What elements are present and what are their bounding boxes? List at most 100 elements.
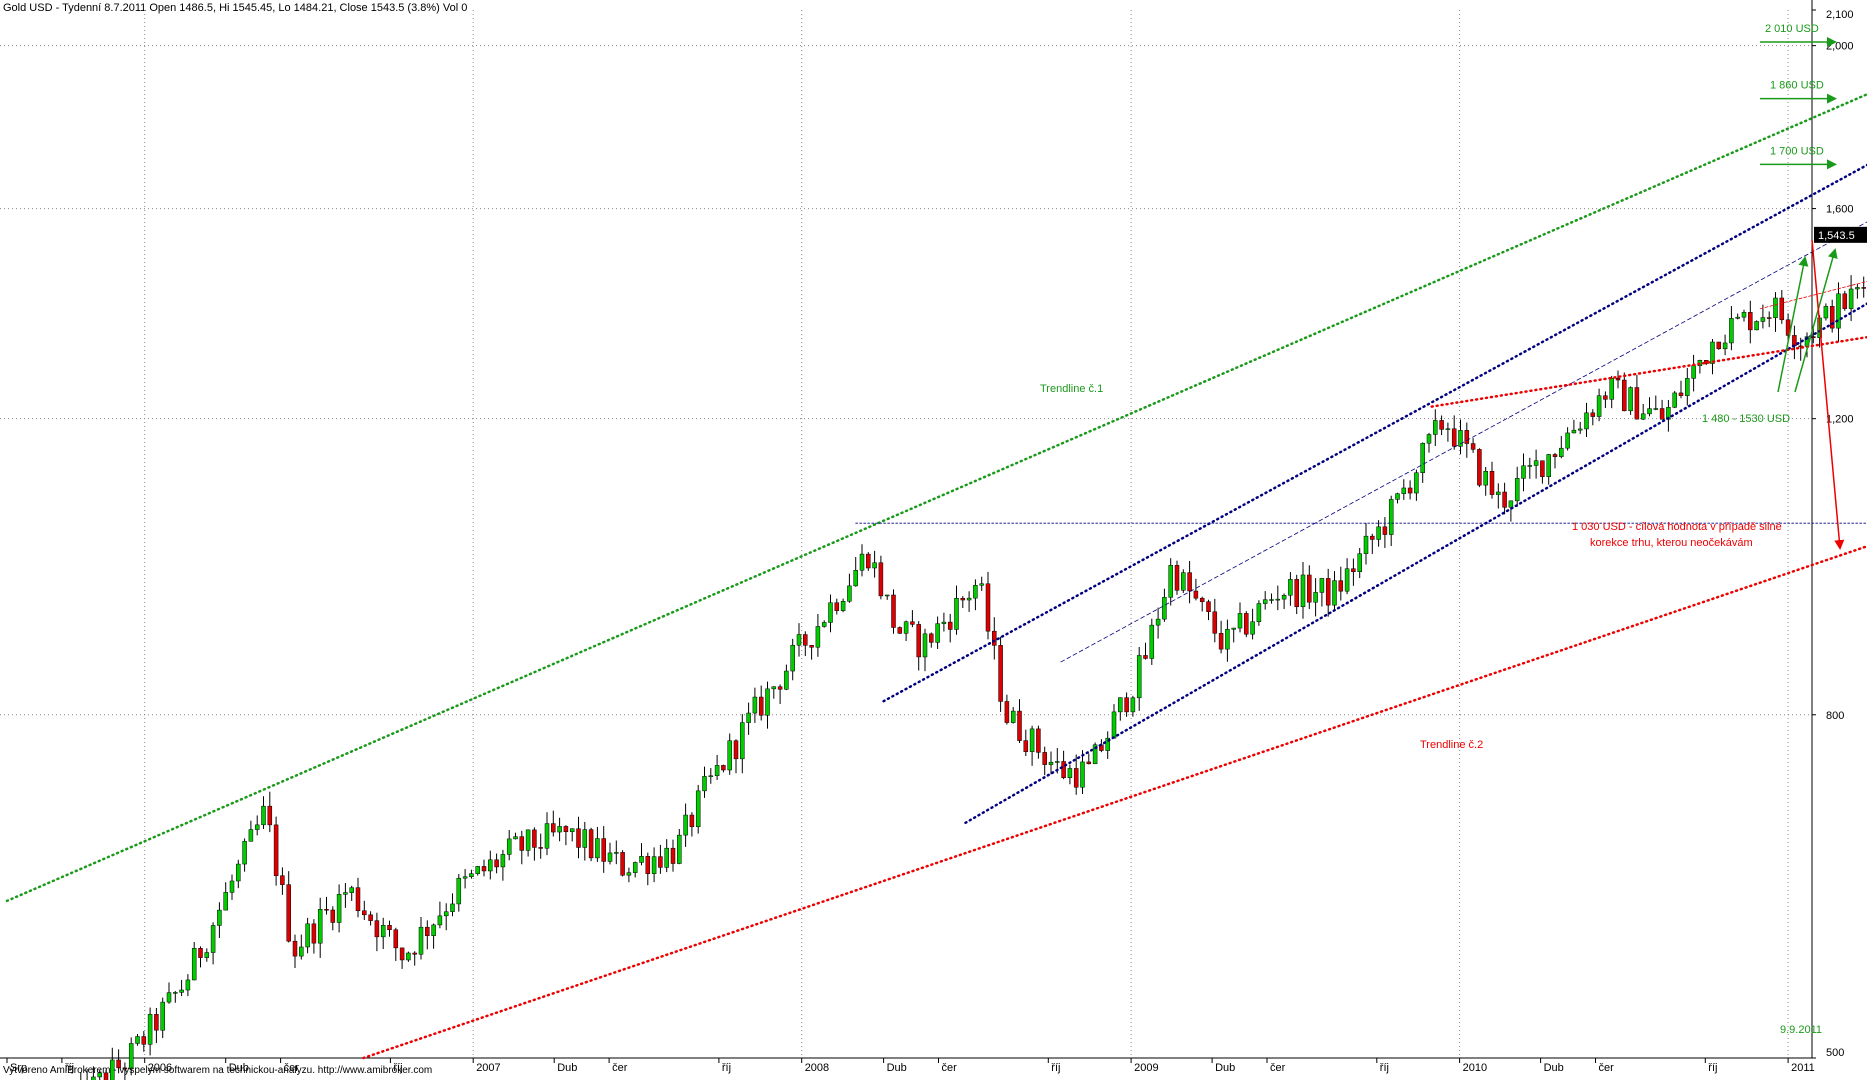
candle-body [632,862,638,873]
candle-body [248,829,254,842]
candle-body [330,909,336,923]
candle-body [299,946,304,957]
candle-body [1464,430,1470,444]
candle-body [273,824,279,876]
candle-body [714,765,720,777]
candle-body [406,952,411,961]
x-tick-label: čer [284,1062,300,1074]
candle-body [1206,601,1211,612]
candle-body [1307,574,1312,603]
candle-body [1149,624,1155,659]
candle-body [1685,378,1690,396]
candle-body [412,952,417,955]
candle-body [1489,471,1495,495]
x-tick-label: 2008 [805,1062,829,1074]
candle-body [469,873,474,877]
candle-body [1622,379,1627,412]
candle-body [683,814,688,836]
candle-body [922,633,928,658]
candle-body [1029,728,1035,752]
candle-body [135,1036,140,1044]
candle-body [1710,341,1715,364]
last-price-box [1814,226,1867,243]
candle-body [1634,387,1640,420]
candle-body [217,909,222,926]
candle-body [1181,572,1186,591]
channel-lower [964,302,1867,825]
candle-body [1225,629,1230,650]
candle-body [1395,493,1400,500]
chart-footer: Vytvoreno AmiBrokerem - vyspelym softwar… [3,1065,433,1076]
candle-body [128,1043,134,1070]
candle-body [910,621,915,625]
candle-body [1218,633,1224,650]
target-2010-label: 2 010 USD [1765,23,1819,35]
candle-body [1540,460,1545,477]
y-tick-label: 1,200 [1826,414,1854,426]
candle-body [488,859,493,872]
candle-body [752,696,758,714]
candle-body [733,740,739,760]
candle-body [1187,572,1192,592]
candle-body [443,911,449,917]
candle-body [173,992,178,994]
candle-body [771,686,777,690]
trendline-1-label: Trendline č.1 [1040,383,1103,395]
x-tick-label: říj [1051,1062,1060,1074]
candle-body [1269,599,1274,601]
candle-body [979,583,984,586]
x-tick-label: 2006 [148,1062,172,1074]
candle-body [746,712,751,723]
range-1480-1530-label: 1 480 - 1530 USD [1702,413,1790,425]
candle-body [1735,316,1740,319]
candle-body [973,585,978,599]
candle-body [286,884,291,942]
candle-body [349,887,354,893]
candle-body [853,570,858,587]
candle-body [1344,568,1350,592]
candle-body [1036,728,1041,753]
candle-body [576,828,581,848]
candle-body [160,1001,165,1031]
candle-body [1313,592,1318,603]
x-tick-label: Dub [887,1062,907,1074]
candle-body [727,740,732,771]
channel-mid [1060,221,1867,663]
candle-body [1124,697,1129,713]
candle-body [689,814,695,827]
candle-body [601,838,606,862]
candle-body [992,630,997,646]
candle-body [1829,306,1835,329]
candle-body [1042,752,1047,765]
candle-body [1571,429,1577,434]
candle-body [368,914,373,921]
candle-body [1319,578,1325,593]
x-tick-label: říj [1380,1062,1389,1074]
candle-body [834,602,840,611]
candle-body [859,553,865,571]
candle-body [1332,580,1337,606]
candle-body [185,979,191,991]
candle-body [821,622,827,627]
candle-body [1514,478,1520,502]
y-tick-label: 500 [1826,1047,1844,1059]
candle-body [1433,420,1438,435]
candle-body [1451,428,1457,447]
x-tick-label: říj [65,1062,74,1074]
candle-body [1470,443,1476,450]
trendline-2-label: Trendline č.2 [1420,739,1483,751]
candle-body [1716,341,1722,350]
candle-body [1382,526,1388,535]
x-tick-label: 2007 [476,1062,500,1074]
x-tick-label: 2011 [1791,1062,1815,1074]
candle-body [1300,574,1306,608]
x-tick-label: říj [722,1062,731,1074]
candle-body [1162,597,1167,620]
candle-body [418,926,424,955]
trendline-2 [362,544,1867,1060]
candle-body [1609,378,1614,400]
candle-body [1426,434,1432,444]
candle-body [1779,297,1785,321]
candle-body [916,624,921,658]
candle-body [651,856,657,874]
